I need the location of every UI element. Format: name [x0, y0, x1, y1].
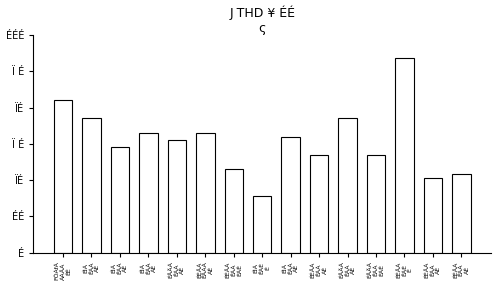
Bar	[225, 169, 243, 253]
Bar	[310, 155, 329, 253]
Bar	[253, 196, 271, 253]
Bar	[111, 147, 129, 253]
Title: J THD ¥ ÉÉ
ς: J THD ¥ ÉÉ ς	[229, 5, 295, 35]
Bar	[367, 155, 385, 253]
Bar	[395, 58, 414, 253]
Bar	[196, 133, 215, 253]
Bar	[281, 136, 300, 253]
Bar	[167, 140, 186, 253]
Bar	[452, 174, 471, 253]
Bar	[139, 133, 158, 253]
Bar	[82, 118, 101, 253]
Bar	[54, 100, 72, 253]
Bar	[423, 178, 442, 253]
Bar	[338, 118, 357, 253]
